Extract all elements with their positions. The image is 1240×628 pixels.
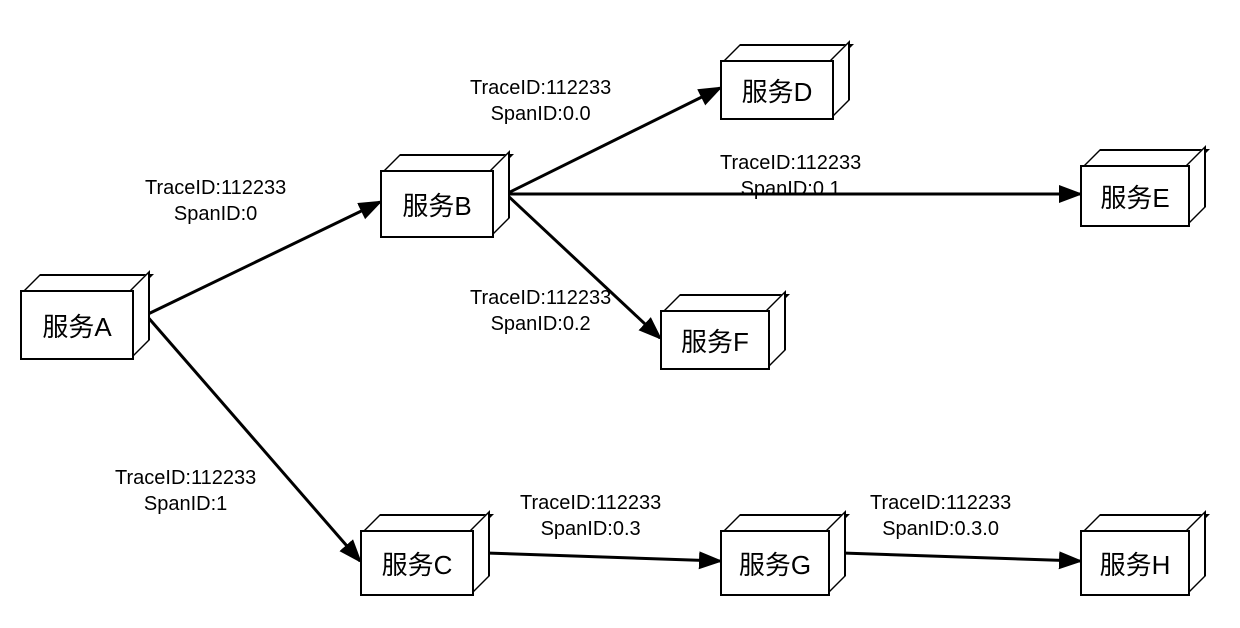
edge-label-B-F: TraceID:112233SpanID:0.2 <box>470 285 611 337</box>
span-id-label: SpanID:0.0 <box>470 101 611 127</box>
node-label: 服务H <box>1080 530 1190 596</box>
span-id-label: SpanID:0.3.0 <box>870 516 1011 542</box>
edge-C-G <box>486 553 720 561</box>
edge-label-G-H: TraceID:112233SpanID:0.3.0 <box>870 490 1011 542</box>
trace-id-label: TraceID:112233 <box>520 490 661 516</box>
edge-label-B-E: TraceID:112233SpanID:0.1 <box>720 150 861 202</box>
node-label: 服务G <box>720 530 830 596</box>
node-label: 服务F <box>660 310 770 370</box>
trace-id-label: TraceID:112233 <box>870 490 1011 516</box>
diagram-canvas: 服务A服务B服务C服务D服务E服务F服务G服务H TraceID:112233S… <box>0 0 1240 628</box>
edge-A-C <box>146 315 360 561</box>
trace-id-label: TraceID:112233 <box>145 175 286 201</box>
node-label: 服务A <box>20 290 134 360</box>
edge-label-A-B: TraceID:112233SpanID:0 <box>145 175 286 227</box>
edge-G-H <box>842 553 1080 561</box>
trace-id-label: TraceID:112233 <box>115 465 256 491</box>
trace-id-label: TraceID:112233 <box>470 75 611 101</box>
edge-label-A-C: TraceID:112233SpanID:1 <box>115 465 256 517</box>
trace-id-label: TraceID:112233 <box>470 285 611 311</box>
span-id-label: SpanID:0.3 <box>520 516 661 542</box>
node-label: 服务E <box>1080 165 1190 227</box>
span-id-label: SpanID:1 <box>115 491 256 517</box>
span-id-label: SpanID:0 <box>145 201 286 227</box>
span-id-label: SpanID:0.2 <box>470 311 611 337</box>
node-label: 服务D <box>720 60 834 120</box>
edge-label-B-D: TraceID:112233SpanID:0.0 <box>470 75 611 127</box>
span-id-label: SpanID:0.1 <box>720 176 861 202</box>
node-label: 服务B <box>380 170 494 238</box>
trace-id-label: TraceID:112233 <box>720 150 861 176</box>
node-label: 服务C <box>360 530 474 596</box>
edge-label-C-G: TraceID:112233SpanID:0.3 <box>520 490 661 542</box>
